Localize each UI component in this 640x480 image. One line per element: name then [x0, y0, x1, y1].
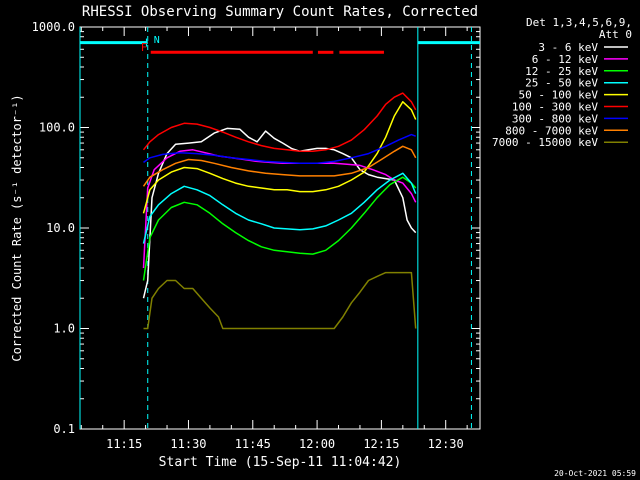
legend-label-8: 800 - 7000 keV	[505, 124, 598, 137]
legend-label-1: 3 - 6 keV	[538, 41, 598, 54]
x-tick-label: 11:45	[235, 437, 271, 451]
x-tick-label: 11:30	[170, 437, 206, 451]
y-tick-label: 0.1	[53, 422, 75, 436]
series-line-4	[142, 172, 417, 244]
y-tick-label: 10.0	[46, 221, 75, 235]
y-tick-label: 100.0	[39, 121, 75, 135]
footer-date: 20-Oct-2021 05:59	[554, 469, 636, 478]
y-tick-label: 1000.0	[32, 20, 75, 34]
x-axis-label: Start Time (15-Sep-11 11:04:42)	[159, 455, 402, 470]
series-line-9	[143, 271, 417, 330]
series-line-1	[142, 127, 417, 299]
y-tick-label: 1.0	[53, 322, 75, 336]
series-line-5	[142, 101, 417, 214]
chart-title: RHESSI Observing Summary Count Rates, Co…	[82, 4, 478, 20]
legend-header-line-1: Det 1,3,4,5,6,9,	[526, 16, 632, 29]
series-lines	[142, 92, 417, 330]
flare-label: F	[141, 41, 148, 54]
legend-label-4: 25 - 50 keV	[525, 77, 598, 90]
series-line-6	[142, 92, 417, 153]
legend-label-7: 300 - 800 keV	[512, 112, 598, 125]
legend-header-line-2: Att 0	[599, 28, 632, 41]
y-axis-label: Corrected Count Rate (s⁻¹ detector⁻¹)	[10, 94, 24, 361]
legend-label-5: 50 - 100 keV	[519, 89, 599, 102]
legend-label-3: 12 - 25 keV	[525, 65, 598, 78]
instrument-markers: NF	[79, 27, 480, 429]
x-tick-label: 12:00	[299, 437, 335, 451]
x-tick-label: 11:15	[106, 437, 142, 451]
legend-label-6: 100 - 300 keV	[512, 101, 598, 114]
series-line-7	[143, 133, 416, 165]
x-tick-label: 12:15	[363, 437, 399, 451]
axis-ticks: 0.1 1.0 10.0 100.0 1000.0 11:15 11:30 11:45 12:0…	[32, 20, 480, 451]
night-label: N	[154, 35, 160, 46]
legend-label-2: 6 - 12 keV	[532, 53, 599, 66]
series-line-8	[142, 145, 417, 187]
series-line-2	[142, 149, 417, 269]
series-line-3	[142, 176, 417, 281]
legend-label-9: 7000 - 15000 keV	[492, 136, 598, 149]
x-tick-label: 12:30	[428, 437, 464, 451]
